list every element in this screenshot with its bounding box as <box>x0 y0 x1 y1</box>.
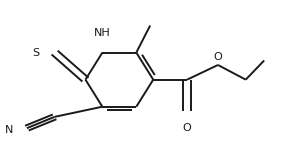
Text: S: S <box>32 48 39 58</box>
Text: NH: NH <box>94 28 111 38</box>
Text: N: N <box>5 125 13 135</box>
Text: O: O <box>183 123 192 133</box>
Text: O: O <box>214 52 222 62</box>
